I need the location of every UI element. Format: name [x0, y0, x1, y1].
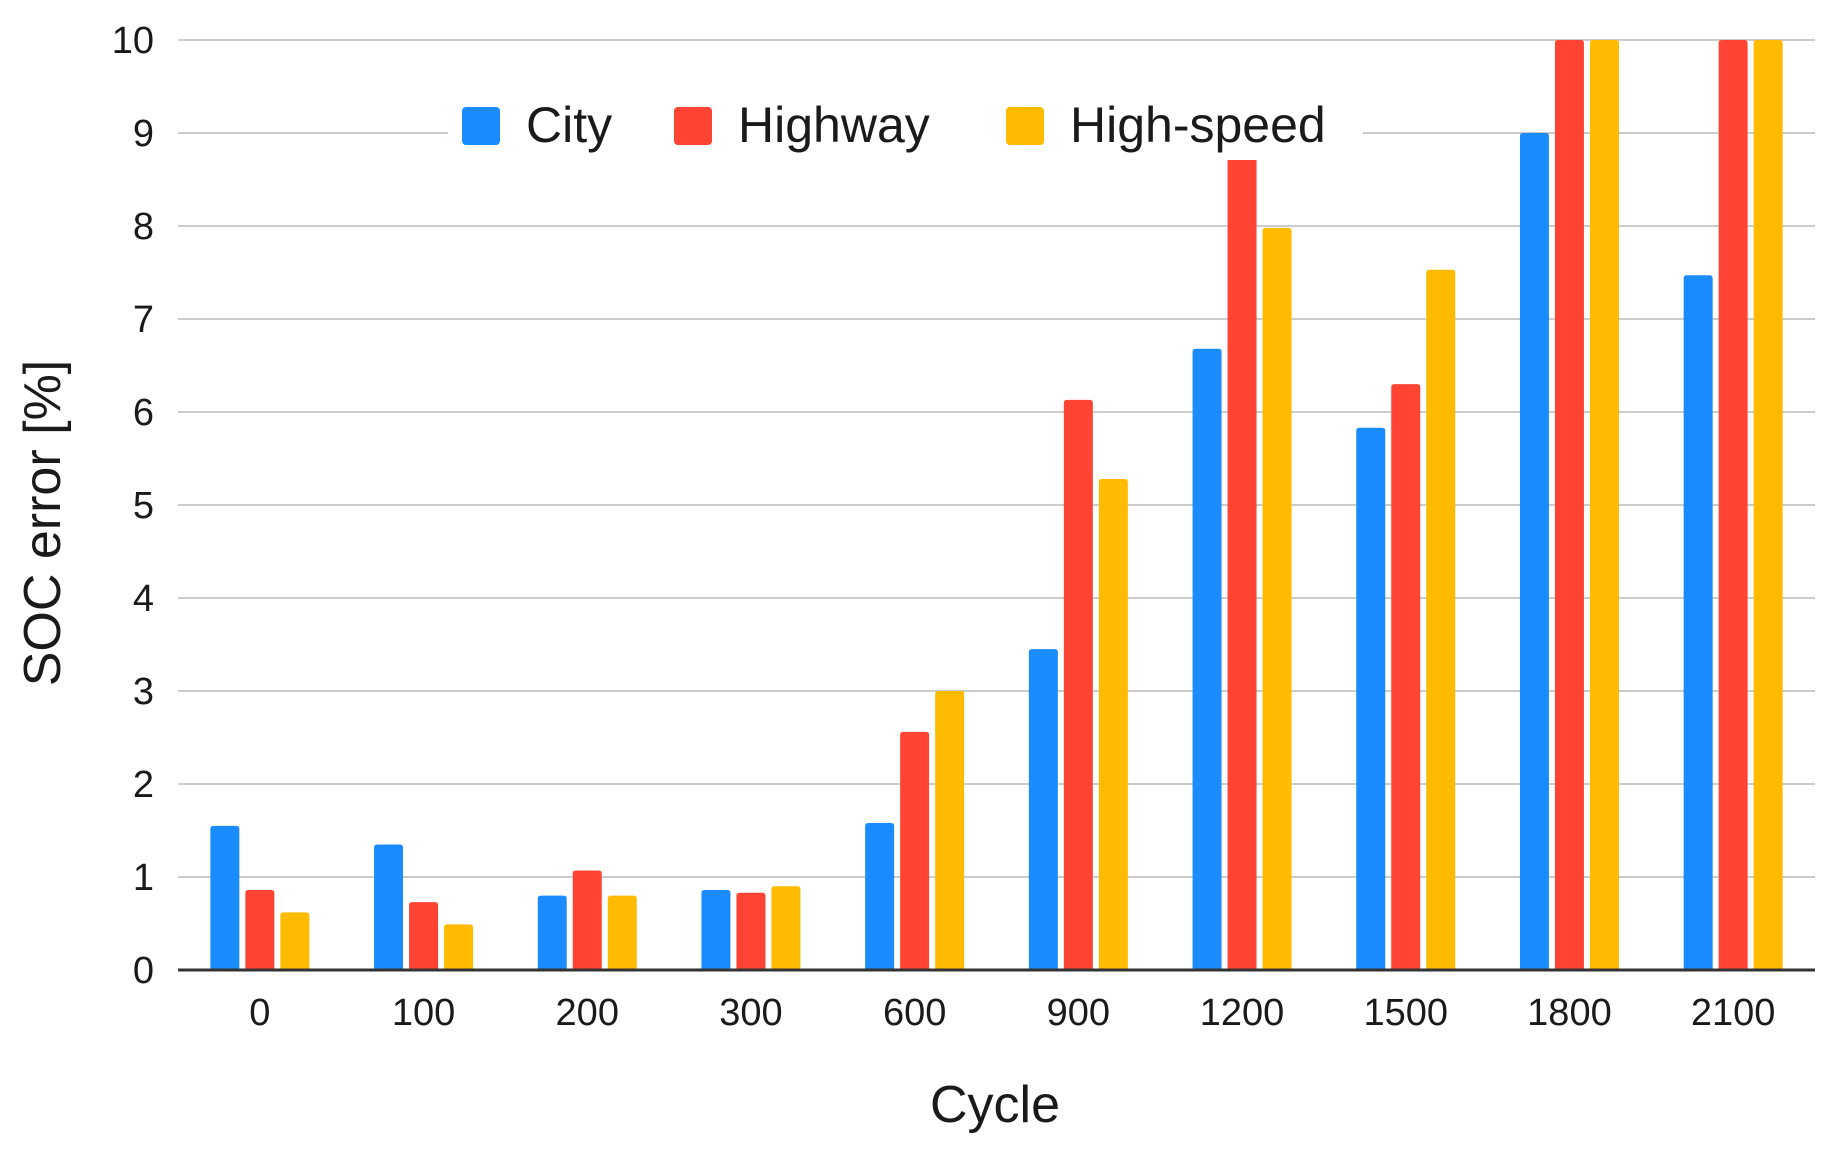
x-tick-label: 100 — [392, 992, 455, 1034]
x-tick-label: 200 — [556, 992, 619, 1034]
bar-highway-900 — [1063, 399, 1093, 970]
bar-high-speed-600 — [935, 691, 965, 970]
bar-highway-1800 — [1554, 40, 1584, 970]
bar-city-0 — [210, 825, 240, 970]
bar-high-speed-2100 — [1753, 40, 1783, 970]
x-tick-label: 1800 — [1527, 992, 1612, 1034]
legend-background — [448, 86, 1363, 160]
legend-swatch-highway — [674, 107, 712, 145]
bar-highway-300 — [736, 892, 766, 970]
bar-high-speed-100 — [444, 924, 474, 970]
y-tick-label: 7 — [133, 299, 154, 341]
bar-highway-1500 — [1391, 384, 1421, 971]
bar-high-speed-200 — [607, 895, 637, 970]
bar-highway-100 — [409, 902, 439, 970]
bar-city-1800 — [1519, 133, 1549, 970]
y-axis-title: SOC error [%] — [14, 360, 72, 687]
bar-high-speed-1200 — [1262, 227, 1292, 971]
x-tick-label: 1200 — [1200, 992, 1285, 1034]
bar-city-1500 — [1356, 427, 1386, 970]
x-tick-label: 0 — [249, 992, 270, 1034]
y-tick-label: 2 — [133, 764, 154, 806]
bar-city-100 — [374, 844, 404, 970]
bar-highway-0 — [245, 890, 275, 970]
legend-swatch-high-speed — [1006, 107, 1044, 145]
bar-city-300 — [701, 890, 731, 970]
bar-high-speed-1500 — [1426, 269, 1456, 971]
x-tick-label: 300 — [719, 992, 782, 1034]
legend-label-highway: Highway — [738, 97, 930, 153]
bar-city-1200 — [1192, 348, 1222, 970]
y-tick-label: 6 — [133, 392, 154, 434]
y-tick-label: 10 — [112, 20, 154, 62]
x-tick-label: 2100 — [1691, 992, 1776, 1034]
bar-high-speed-1800 — [1589, 40, 1619, 970]
x-tick-label: 1500 — [1363, 992, 1448, 1034]
bar-highway-1200 — [1227, 145, 1257, 971]
bar-city-200 — [537, 895, 567, 970]
x-axis-title: Cycle — [930, 1076, 1060, 1134]
bar-highway-600 — [900, 731, 930, 970]
bar-high-speed-900 — [1098, 478, 1128, 970]
y-tick-label: 0 — [133, 950, 154, 992]
y-tick-label: 8 — [133, 206, 154, 248]
bar-high-speed-300 — [771, 886, 801, 970]
bar-highway-2100 — [1718, 40, 1748, 970]
bar-highway-200 — [572, 870, 602, 970]
bar-city-2100 — [1683, 275, 1713, 970]
legend-label-high-speed: High-speed — [1070, 97, 1326, 153]
x-tick-label: 600 — [883, 992, 946, 1034]
bars — [210, 40, 1783, 971]
legend-swatch-city — [462, 107, 500, 145]
y-tick-label: 9 — [133, 113, 154, 155]
bar-city-600 — [865, 823, 895, 970]
legend: City Highway High-speed — [448, 86, 1363, 160]
y-tick-label: 3 — [133, 671, 154, 713]
bar-high-speed-0 — [280, 912, 310, 970]
y-tick-label: 1 — [133, 857, 154, 899]
y-tick-label: 4 — [133, 578, 154, 620]
legend-label-city: City — [526, 97, 612, 153]
x-tick-label: 900 — [1047, 992, 1110, 1034]
bar-city-900 — [1028, 649, 1058, 970]
y-tick-label: 5 — [133, 485, 154, 527]
